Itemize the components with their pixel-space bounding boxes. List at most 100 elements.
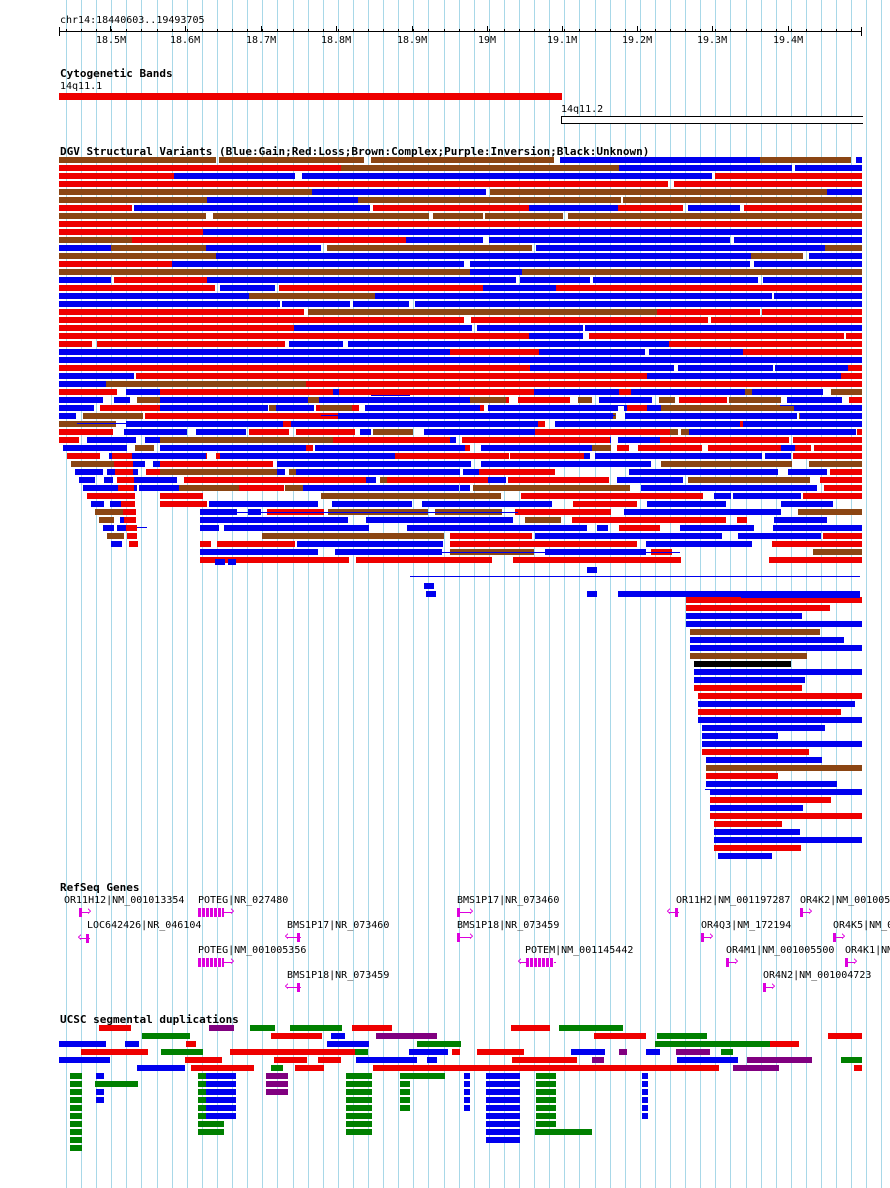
dgv-variant[interactable] xyxy=(841,373,862,379)
dgv-variant[interactable] xyxy=(358,397,463,403)
dgv-variant[interactable] xyxy=(83,485,137,491)
dgv-variant[interactable] xyxy=(800,413,862,419)
dgv-variant[interactable] xyxy=(296,469,460,475)
dgv-variant[interactable] xyxy=(661,461,792,467)
dgv-variant[interactable] xyxy=(617,477,683,483)
segdup[interactable] xyxy=(142,1033,190,1039)
dgv-variant[interactable] xyxy=(160,421,283,427)
dgv-variant[interactable] xyxy=(722,381,862,387)
dgv-variant[interactable] xyxy=(619,165,792,171)
dgv-variant[interactable] xyxy=(524,181,668,187)
dgv-variant[interactable] xyxy=(95,509,130,515)
segdup[interactable] xyxy=(657,1033,707,1039)
dgv-variant[interactable] xyxy=(774,517,827,523)
segdup[interactable] xyxy=(198,1121,224,1127)
dgv-variant[interactable] xyxy=(649,349,743,355)
dgv-variant[interactable] xyxy=(228,559,236,565)
segdup[interactable] xyxy=(96,1097,104,1103)
dgv-variant[interactable] xyxy=(574,245,825,251)
dgv-variant[interactable] xyxy=(564,301,768,307)
dgv-variant[interactable] xyxy=(706,773,778,779)
dgv-variant[interactable] xyxy=(296,429,355,435)
dgv-variant[interactable] xyxy=(303,269,470,275)
dgv-variant[interactable] xyxy=(765,453,791,459)
dgv-variant[interactable] xyxy=(297,541,443,547)
dgv-variant[interactable] xyxy=(618,591,860,597)
dgv-variant[interactable] xyxy=(714,829,800,835)
dgv-variant[interactable] xyxy=(348,341,561,347)
segdup[interactable] xyxy=(594,1033,646,1039)
segdup[interactable] xyxy=(571,1049,605,1055)
dgv-variant[interactable] xyxy=(624,405,673,411)
dgv-variant[interactable] xyxy=(535,429,670,435)
dgv-variant[interactable] xyxy=(638,445,702,451)
dgv-variant[interactable] xyxy=(135,445,154,451)
dgv-variant[interactable] xyxy=(450,437,456,443)
segdup[interactable] xyxy=(206,1089,236,1095)
dgv-variant[interactable] xyxy=(476,253,751,259)
dgv-variant[interactable] xyxy=(508,477,609,483)
dgv-variant[interactable] xyxy=(434,485,459,491)
dgv-variant[interactable] xyxy=(530,365,674,371)
gene-glyph[interactable]: ‹ xyxy=(284,979,301,994)
gene-glyph[interactable]: › xyxy=(800,904,813,919)
dgv-variant[interactable] xyxy=(563,357,669,363)
dgv-variant[interactable] xyxy=(657,309,713,315)
dgv-variant[interactable] xyxy=(59,173,174,179)
dgv-variant[interactable] xyxy=(751,253,803,259)
dgv-variant[interactable] xyxy=(200,549,318,555)
dgv-variant[interactable] xyxy=(338,413,423,419)
dgv-variant[interactable] xyxy=(690,629,820,635)
dgv-variant[interactable] xyxy=(629,469,778,475)
dgv-variant[interactable] xyxy=(706,757,822,763)
cytoband[interactable] xyxy=(59,93,562,100)
segdup[interactable] xyxy=(400,1089,410,1095)
dgv-variant[interactable] xyxy=(824,485,862,491)
dgv-variant[interactable] xyxy=(803,493,862,499)
segdup[interactable] xyxy=(59,1041,106,1047)
dgv-variant[interactable] xyxy=(678,365,773,371)
dgv-variant[interactable] xyxy=(114,277,207,283)
dgv-variant[interactable] xyxy=(401,453,497,459)
segdup[interactable] xyxy=(642,1073,648,1079)
dgv-variant[interactable] xyxy=(129,541,138,547)
dgv-variant[interactable] xyxy=(218,317,252,323)
dgv-variant[interactable] xyxy=(190,477,366,483)
dgv-variant[interactable] xyxy=(315,445,465,451)
segdup[interactable] xyxy=(676,1049,710,1055)
dgv-variant[interactable] xyxy=(578,397,592,403)
dgv-variant[interactable] xyxy=(59,437,79,443)
dgv-variant[interactable] xyxy=(339,389,525,395)
dgv-variant[interactable] xyxy=(702,741,862,747)
dgv-variant[interactable] xyxy=(794,405,862,411)
dgv-variant[interactable] xyxy=(513,557,681,563)
segdup[interactable] xyxy=(209,1025,234,1031)
dgv-variant[interactable] xyxy=(120,221,279,227)
dgv-variant[interactable] xyxy=(279,285,483,291)
segdup[interactable] xyxy=(346,1097,372,1103)
dgv-variant[interactable] xyxy=(59,333,335,339)
segdup[interactable] xyxy=(512,1057,577,1063)
dgv-variant[interactable] xyxy=(485,213,563,219)
dgv-variant[interactable] xyxy=(87,493,122,499)
dgv-variant[interactable] xyxy=(694,677,805,683)
dgv-variant[interactable] xyxy=(694,669,862,675)
segdup[interactable] xyxy=(536,1089,556,1095)
dgv-variant[interactable] xyxy=(690,653,807,659)
dgv-variant[interactable] xyxy=(59,157,216,163)
dgv-variant[interactable] xyxy=(752,389,823,395)
dgv-variant[interactable] xyxy=(425,413,613,419)
dgv-variant[interactable] xyxy=(793,437,836,443)
segdup[interactable] xyxy=(417,1041,461,1047)
segdup[interactable] xyxy=(535,1129,592,1135)
dgv-variant[interactable] xyxy=(479,469,555,475)
segdup[interactable] xyxy=(828,1033,862,1039)
dgv-variant[interactable] xyxy=(747,229,790,235)
dgv-variant[interactable] xyxy=(380,477,387,483)
segdup[interactable] xyxy=(642,1081,648,1087)
dgv-variant[interactable] xyxy=(160,461,273,467)
dgv-variant[interactable] xyxy=(529,333,583,339)
segdup[interactable] xyxy=(352,1025,392,1031)
dgv-variant[interactable] xyxy=(59,421,116,427)
